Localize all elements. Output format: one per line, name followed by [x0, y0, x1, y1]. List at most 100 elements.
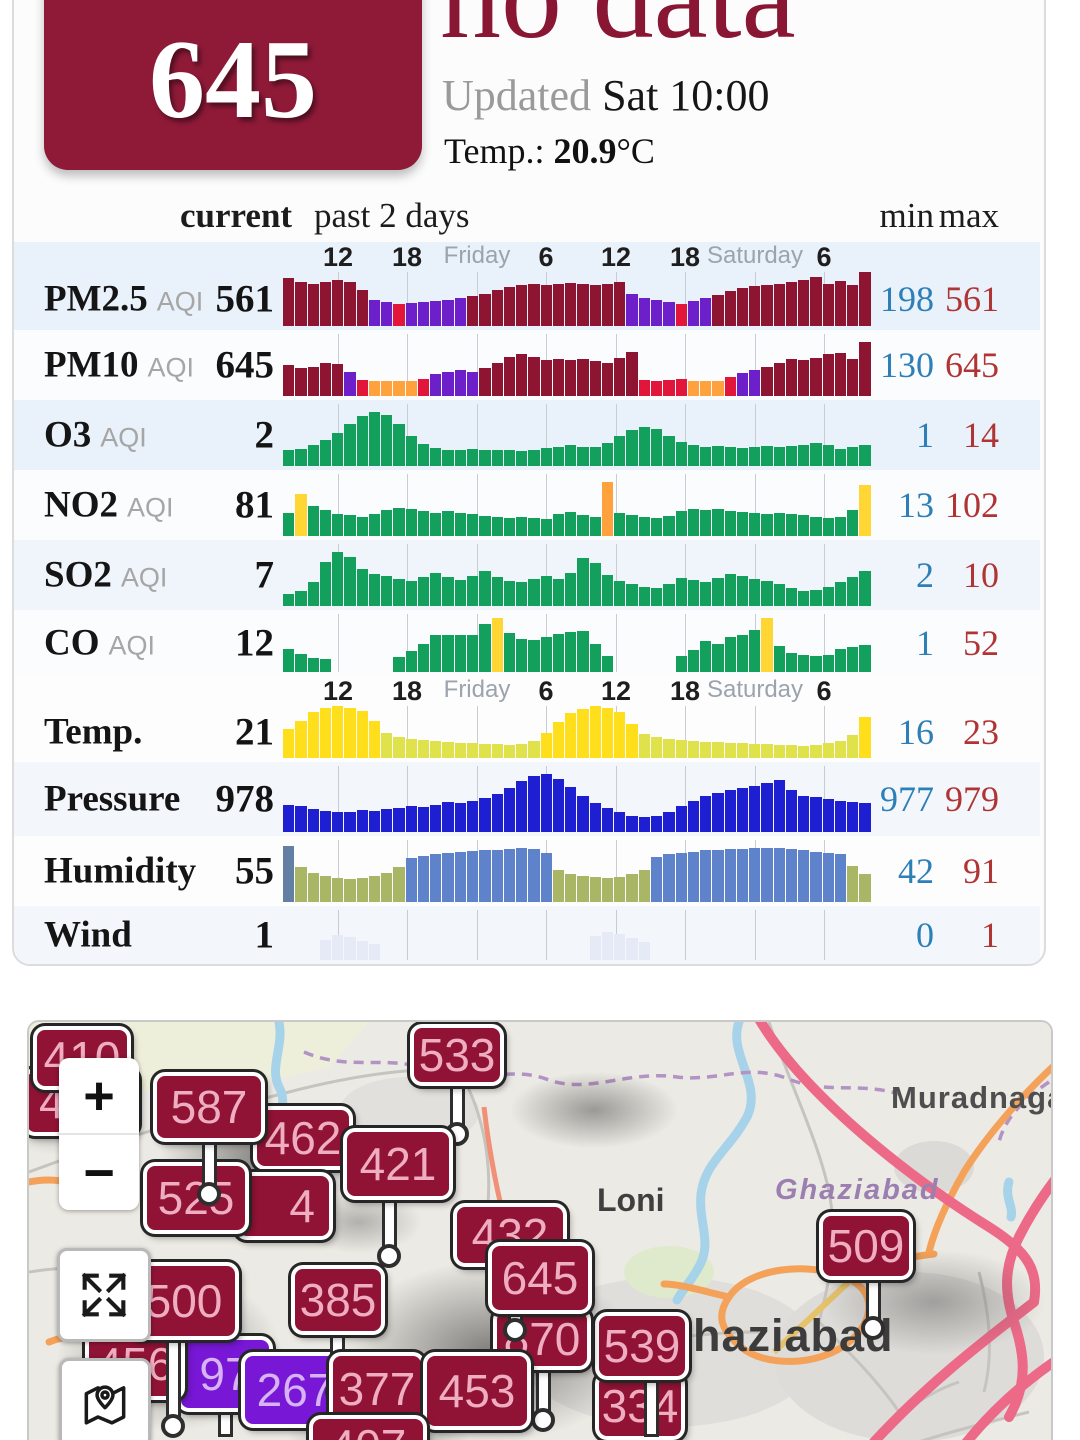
bar: [724, 511, 736, 536]
bar: [393, 508, 405, 536]
bar: [675, 853, 687, 902]
bar: [466, 372, 479, 396]
max-value: 561: [945, 279, 999, 319]
bar: [393, 867, 405, 902]
bar: [295, 806, 307, 832]
marker-pin: [503, 1318, 527, 1342]
bar: [761, 367, 773, 396]
bar: [822, 518, 834, 536]
bar: [368, 300, 381, 326]
bar: [859, 485, 871, 536]
col-current: current: [180, 196, 293, 235]
bars: [283, 840, 871, 902]
marker-value: 407: [309, 1415, 427, 1440]
bar: [442, 853, 454, 902]
zoom-out-button[interactable]: −: [83, 1142, 115, 1203]
map-layers-button[interactable]: [59, 1358, 151, 1440]
gridline: [407, 334, 408, 396]
min-value: 42: [898, 851, 934, 891]
bar: [417, 511, 430, 536]
marker-pin: [161, 1414, 185, 1438]
time-tick: 6: [816, 676, 832, 706]
bar: [834, 582, 847, 606]
bar: [283, 805, 295, 832]
bar: [712, 644, 724, 672]
row-chart: [283, 840, 871, 902]
bar: [687, 801, 700, 832]
marker-pin: [197, 1182, 221, 1206]
marker-stem: [647, 1372, 656, 1434]
bar: [785, 446, 798, 466]
bar: [675, 806, 687, 832]
bar: [675, 511, 687, 536]
gridline: [407, 910, 408, 960]
bar: [724, 790, 736, 832]
map-zoom-control: + −: [59, 1058, 139, 1210]
bar: [638, 870, 650, 902]
current-value: 81: [235, 483, 274, 527]
bar: [675, 656, 687, 672]
bar: [283, 649, 295, 672]
gridline: [338, 766, 339, 832]
bar: [749, 286, 761, 326]
bar: [589, 706, 601, 758]
gridline: [338, 840, 339, 902]
bar: [454, 513, 466, 536]
time-tick: Friday: [443, 676, 511, 703]
bar: [344, 282, 356, 326]
map-place-label: Ghaziabad: [657, 1310, 894, 1361]
bar: [332, 364, 344, 396]
aqi-map[interactable]: MuradnagarLoniGhaziabadGhaziabad 4104533…: [27, 1020, 1053, 1440]
bar: [319, 940, 332, 960]
bar: [577, 796, 589, 832]
bar: [540, 576, 552, 606]
bar: [405, 381, 417, 396]
bar: [822, 743, 834, 758]
bar: [810, 443, 822, 466]
bar: [712, 381, 724, 396]
bar: [712, 578, 724, 606]
bar: [479, 294, 491, 326]
bar: [749, 630, 761, 672]
bar: [332, 706, 344, 758]
bar: [798, 445, 810, 466]
max-value: 14: [963, 415, 999, 455]
bar: [700, 447, 712, 466]
marker-value: 421: [343, 1128, 453, 1200]
map-place-label: Ghaziabad: [775, 1174, 940, 1206]
gridline: [477, 544, 478, 606]
bar: [785, 745, 798, 758]
bar: [601, 932, 614, 960]
gridline: [685, 706, 686, 758]
fullscreen-button[interactable]: [57, 1248, 151, 1342]
bar: [368, 514, 381, 536]
gridline: [685, 272, 686, 326]
bar: [712, 509, 724, 536]
updated-label: Updated: [442, 71, 592, 120]
temp-label: Temp.:: [444, 131, 545, 171]
bar: [650, 857, 663, 902]
bar: [798, 591, 810, 606]
bar: [283, 450, 295, 466]
bar: [601, 443, 614, 466]
bar: [675, 578, 687, 606]
bar: [503, 287, 516, 326]
bar: [847, 510, 859, 536]
bar: [847, 647, 859, 672]
bar: [712, 793, 724, 832]
bar: [589, 447, 601, 466]
map-canvas[interactable]: MuradnagarLoniGhaziabadGhaziabad 4104533…: [29, 1022, 1051, 1440]
bar: [417, 444, 430, 466]
aqi-summary-card: 645 no data Updated Sat 10:00 Temp.: 20.…: [12, 0, 1046, 966]
bar: [344, 708, 356, 758]
bar: [417, 856, 430, 902]
bar: [798, 360, 810, 396]
zoom-in-button[interactable]: +: [59, 1058, 139, 1135]
bar: [454, 803, 466, 832]
bar: [417, 807, 430, 832]
bar: [466, 449, 479, 466]
bar: [565, 360, 577, 396]
bar: [466, 514, 479, 536]
bar: [405, 806, 417, 832]
bar: [417, 740, 430, 758]
